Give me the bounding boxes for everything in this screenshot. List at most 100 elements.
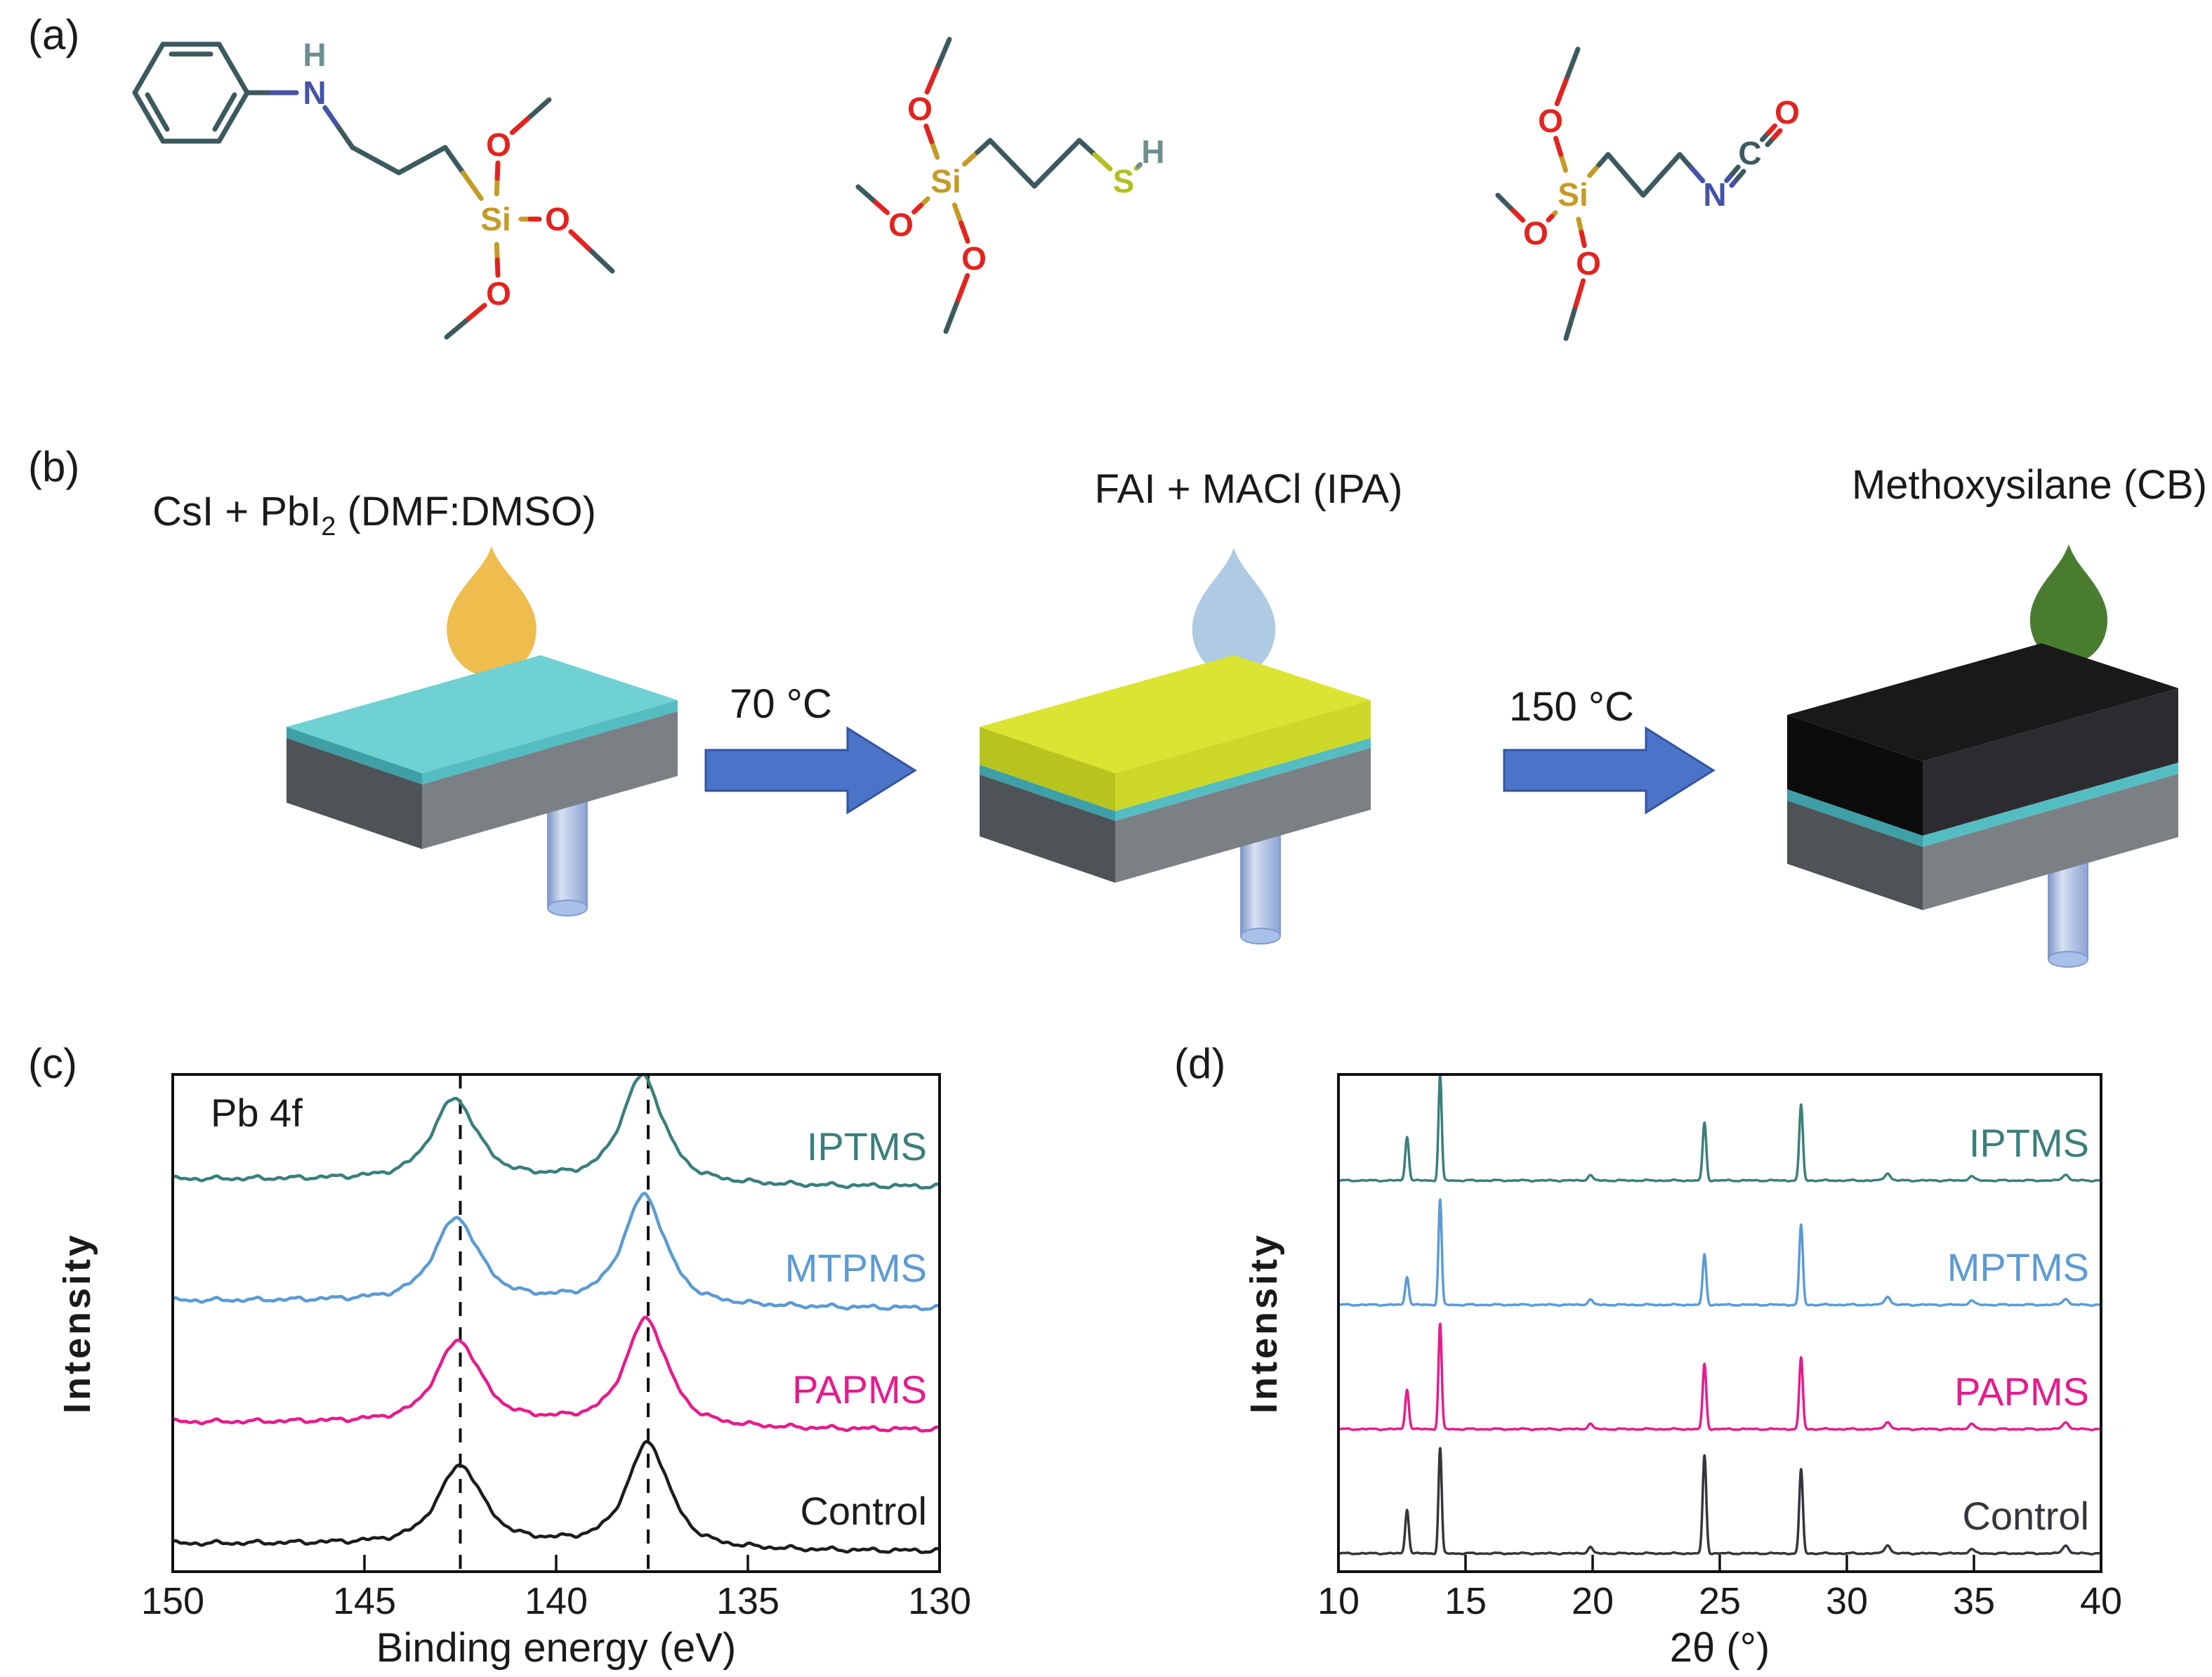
- plot-annotation: Pb 4f: [211, 1091, 303, 1135]
- atom-label-O: O: [907, 91, 933, 127]
- bond: [132, 66, 152, 96]
- bond: [954, 272, 970, 306]
- bond: [1771, 128, 1783, 140]
- station3-label: Methoxysilane (CB): [1852, 462, 2207, 508]
- bond: [935, 37, 952, 69]
- bond: [145, 92, 160, 114]
- bond: [509, 113, 534, 136]
- step2-temperature: 150 °C: [1509, 684, 1634, 730]
- x-tick-label: 145: [333, 1580, 396, 1622]
- bond: [222, 92, 237, 114]
- bond: [1077, 138, 1098, 157]
- station2-label: FAI + MACl (IPA): [1095, 466, 1403, 512]
- teal-layer-front: [1787, 789, 1923, 847]
- y-axis-title: Intensity: [56, 1232, 98, 1414]
- bond: [1623, 172, 1646, 198]
- film-layer-front: [980, 727, 1115, 811]
- film-layer-side: [1115, 700, 1371, 811]
- series-curve-MPTMS: [1337, 1198, 2102, 1308]
- atom-label-N: N: [1703, 176, 1726, 213]
- x-tick-label: 135: [716, 1580, 779, 1622]
- x-axis-title: 2θ (°): [1670, 1625, 1770, 1671]
- atom-label-S: S: [1113, 163, 1135, 199]
- bond: [959, 221, 970, 244]
- bond: [924, 63, 941, 95]
- atom-label-O: O: [888, 206, 914, 243]
- bond: [1135, 162, 1143, 169]
- atom-label-Si: Si: [930, 163, 961, 199]
- bond: [461, 170, 484, 202]
- bond: [216, 41, 236, 71]
- x-tick-label: 20: [1572, 1580, 1614, 1622]
- molecule-MPTMS: Si O O O SH: [855, 37, 1165, 334]
- film-top-face: [287, 655, 678, 773]
- bond: [463, 303, 487, 324]
- bond: [1579, 230, 1587, 249]
- x-tick-label: 130: [908, 1580, 971, 1622]
- glass-body-front: [980, 775, 1115, 883]
- substrate-stand-base: [1240, 928, 1281, 945]
- process-arrow-2: [1503, 726, 1716, 815]
- bond: [442, 145, 466, 176]
- series-label-Control: Control: [800, 1489, 927, 1533]
- bond: [1677, 152, 1694, 171]
- atom-label-O: O: [961, 240, 987, 277]
- bond: [1735, 169, 1746, 181]
- charts: IPTMS MTPMS PAPMS Control 150 145 140 135 130 Bin…: [56, 1072, 2122, 1671]
- panel-label-c: (c): [28, 1040, 77, 1087]
- bond: [216, 114, 236, 144]
- teal-layer-side: [1923, 763, 2178, 847]
- molecule-PAPMS: NH Si O O O: [132, 37, 615, 340]
- bond: [929, 139, 940, 160]
- bond: [146, 41, 166, 71]
- bond: [494, 257, 501, 278]
- bond: [1730, 164, 1741, 176]
- bond: [1572, 278, 1586, 313]
- atom-label-O: O: [1775, 94, 1800, 131]
- glass-body-side: [1923, 774, 2178, 910]
- bond: [1508, 205, 1526, 223]
- atom-label-H: H: [1141, 133, 1164, 170]
- station1-label: CsI + PbI2 (DMF:DMSO): [152, 489, 596, 541]
- series-curve-Control: [172, 1440, 940, 1555]
- substrate-3: [1787, 643, 2178, 968]
- bond: [1553, 136, 1564, 157]
- x-tick-label: 40: [2080, 1580, 2122, 1622]
- bond: [855, 184, 876, 202]
- glass-body-front: [287, 738, 422, 849]
- x-tick-label: 35: [1953, 1580, 1995, 1622]
- glass-body-side: [1115, 748, 1371, 883]
- process-schematic: CsI + PbI2 (DMF:DMSO) 70 °C FAI + MACl (…: [152, 462, 2207, 968]
- bond: [1766, 123, 1777, 136]
- series-curve-MTPMS: [172, 1191, 940, 1312]
- bond: [923, 123, 935, 145]
- atom-label-O: O: [1538, 103, 1563, 139]
- x-tick-label: 25: [1699, 1580, 1741, 1622]
- series-label-PAPMS: PAPMS: [792, 1367, 927, 1412]
- bond: [146, 114, 166, 144]
- bond: [212, 110, 228, 132]
- x-tick-label: 140: [525, 1580, 588, 1622]
- bond: [373, 157, 402, 176]
- series-label-IPTMS: IPTMS: [807, 1124, 927, 1169]
- bond: [975, 138, 993, 155]
- atom-label-C: C: [1738, 135, 1761, 171]
- glass-body-front: [1787, 801, 1923, 910]
- atom-label-Si: Si: [480, 201, 511, 237]
- film-layer-front: [1787, 715, 1923, 836]
- series-label-MPTMS: MPTMS: [1947, 1245, 2089, 1289]
- bond: [494, 160, 501, 181]
- bond: [419, 145, 448, 163]
- film-layer-side: [1923, 688, 2178, 836]
- panel-label-d: (d): [1174, 1040, 1225, 1087]
- bond: [1495, 192, 1513, 211]
- bond: [1605, 152, 1628, 178]
- bond: [336, 125, 355, 150]
- series-curve-IPTMS: [172, 1072, 940, 1190]
- bond: [987, 138, 1015, 166]
- bond: [961, 150, 980, 167]
- bond: [870, 197, 890, 216]
- panel-label-b: (b): [28, 443, 79, 490]
